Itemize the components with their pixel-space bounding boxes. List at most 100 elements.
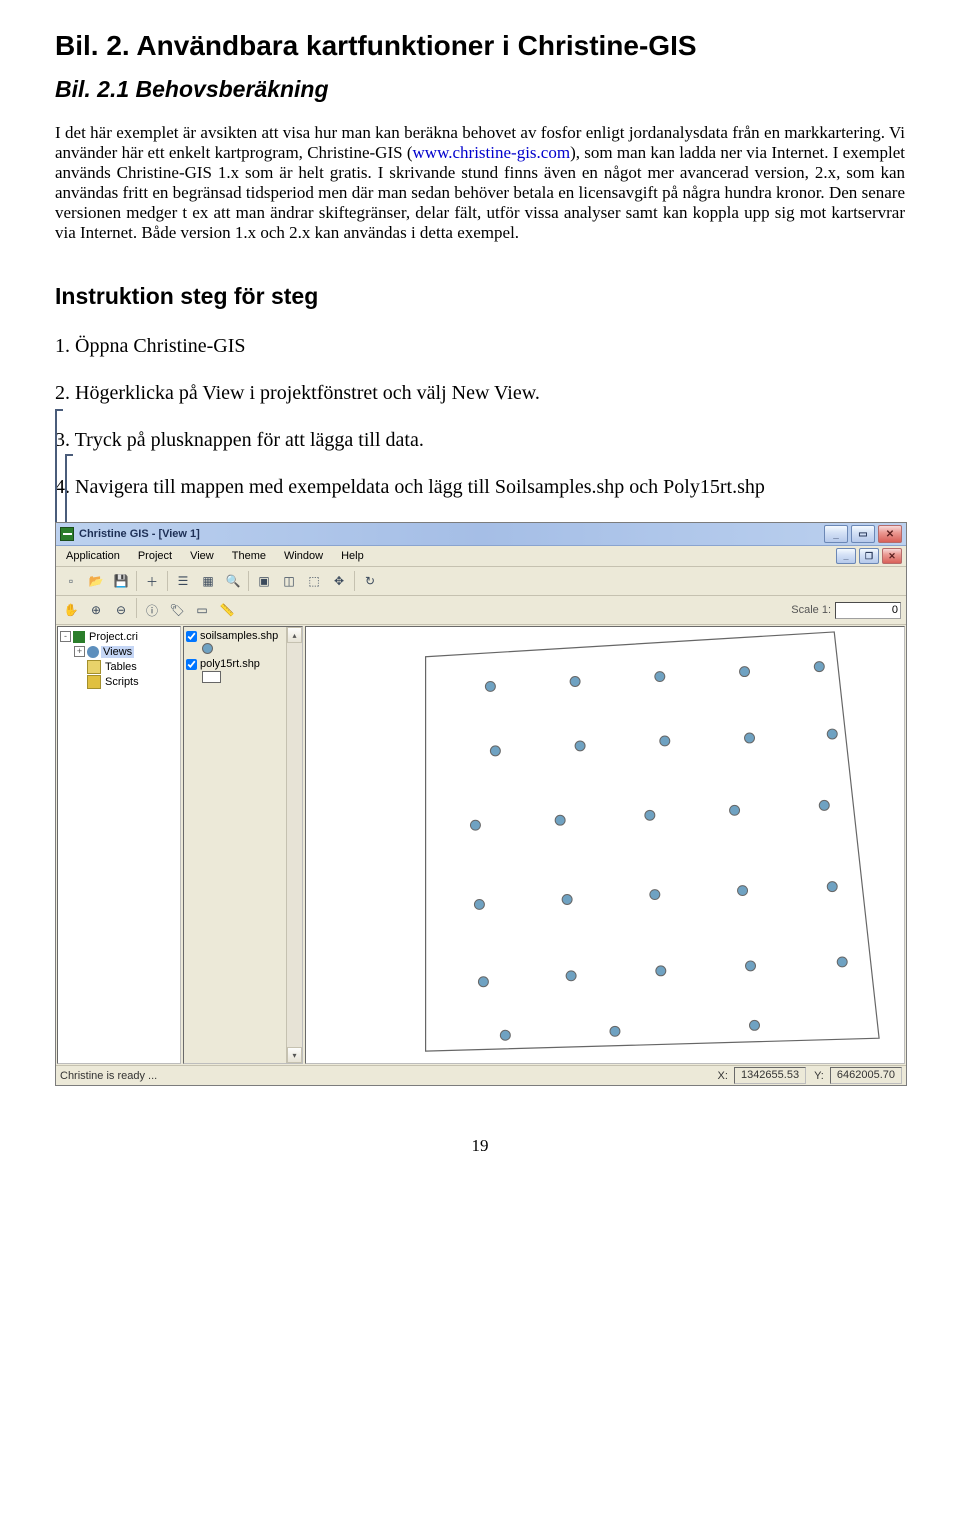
zoom-active-icon[interactable]: ◫: [277, 569, 301, 593]
coord-x-value: 1342655.53: [734, 1067, 806, 1084]
soil-sample-point[interactable]: [570, 677, 580, 687]
zoom-out-icon[interactable]: ⊖: [109, 598, 133, 622]
tree-label: Project.cri: [87, 631, 140, 643]
mdi-close-button[interactable]: ✕: [882, 548, 902, 564]
soil-sample-point[interactable]: [827, 882, 837, 892]
step-3: 3. Tryck på plusknappen för att lägga ti…: [55, 428, 905, 453]
collapse-icon[interactable]: -: [60, 631, 71, 642]
titlebar[interactable]: Christine GIS - [View 1] _ ▭ ✕: [56, 523, 906, 546]
soil-sample-point[interactable]: [656, 966, 666, 976]
zoom-sel-icon[interactable]: ⬚: [302, 569, 326, 593]
menu-window[interactable]: Window: [276, 548, 331, 564]
point-symbol-icon: [202, 643, 213, 654]
tree-scripts[interactable]: Scripts: [74, 674, 178, 689]
soil-sample-point[interactable]: [610, 1027, 620, 1037]
measure-icon[interactable]: 📏: [215, 598, 239, 622]
window-title: Christine GIS - [View 1]: [79, 528, 824, 540]
zoom-full-icon[interactable]: ▣: [252, 569, 276, 593]
save-icon[interactable]: 💾: [109, 569, 133, 593]
layer-visibility-checkbox[interactable]: [186, 659, 197, 670]
pan-icon[interactable]: ✋: [59, 598, 83, 622]
layer-label: soilsamples.shp: [200, 630, 278, 642]
minimize-button[interactable]: _: [824, 525, 848, 543]
toc-scrollbar[interactable]: ▴ ▾: [286, 627, 302, 1063]
map-canvas[interactable]: [305, 626, 905, 1064]
soil-sample-point[interactable]: [745, 733, 755, 743]
open-icon[interactable]: 📂: [84, 569, 108, 593]
section-title: Instruktion steg för steg: [55, 283, 905, 310]
extent-icon[interactable]: ✥: [327, 569, 351, 593]
soil-sample-point[interactable]: [730, 806, 740, 816]
soil-sample-point[interactable]: [738, 886, 748, 896]
table-icon[interactable]: ▦: [196, 569, 220, 593]
toolbar-separator: [136, 571, 137, 591]
coord-y-label: Y:: [814, 1070, 824, 1082]
scale-label: Scale 1:: [791, 604, 831, 616]
soil-sample-point[interactable]: [650, 890, 660, 900]
menu-project[interactable]: Project: [130, 548, 180, 564]
toc-layer-soilsamples[interactable]: soilsamples.shp: [186, 630, 300, 654]
add-layer-icon[interactable]: ＋: [140, 569, 164, 593]
toolbar-separator: [136, 598, 137, 618]
refresh-icon[interactable]: ↻: [358, 569, 382, 593]
soil-sample-point[interactable]: [490, 746, 500, 756]
soil-sample-point[interactable]: [750, 1021, 760, 1031]
layer-visibility-checkbox[interactable]: [186, 631, 197, 642]
maximize-button[interactable]: ▭: [851, 525, 875, 543]
toc-layer-poly15rt[interactable]: poly15rt.shp: [186, 658, 300, 683]
soil-sample-point[interactable]: [827, 729, 837, 739]
find-icon[interactable]: 🔍: [221, 569, 245, 593]
tree-label: Scripts: [103, 676, 141, 688]
expand-icon[interactable]: +: [74, 646, 85, 657]
soil-sample-point[interactable]: [655, 672, 665, 682]
tree-label: Tables: [103, 661, 139, 673]
label-icon[interactable]: 🏷: [165, 598, 189, 622]
soil-sample-point[interactable]: [566, 971, 576, 981]
mdi-minimize-button[interactable]: _: [836, 548, 856, 564]
scroll-down-icon[interactable]: ▾: [287, 1047, 302, 1063]
soil-sample-point[interactable]: [814, 662, 824, 672]
tree-views[interactable]: + Views: [74, 644, 178, 659]
map-svg: [306, 627, 904, 1063]
statusbar: Christine is ready ... X: 1342655.53 Y: …: [56, 1065, 906, 1085]
soil-sample-point[interactable]: [740, 667, 750, 677]
mdi-restore-button[interactable]: ❐: [859, 548, 879, 564]
soil-sample-point[interactable]: [645, 811, 655, 821]
soil-sample-point[interactable]: [575, 741, 585, 751]
zoom-in-icon[interactable]: ⊕: [84, 598, 108, 622]
scripts-icon: [87, 675, 101, 689]
christine-gis-link[interactable]: www.christine-gis.com: [413, 143, 571, 162]
tree-tables[interactable]: Tables: [74, 659, 178, 674]
soil-sample-point[interactable]: [555, 816, 565, 826]
toolbar-main: ▫📂💾 ＋ ☰▦🔍 ▣◫⬚✥ ↻: [56, 567, 906, 596]
soil-sample-point[interactable]: [562, 895, 572, 905]
new-icon[interactable]: ▫: [59, 569, 83, 593]
menu-application[interactable]: Application: [58, 548, 128, 564]
menu-help[interactable]: Help: [333, 548, 372, 564]
toolbar-separator: [248, 571, 249, 591]
select-icon[interactable]: ▭: [190, 598, 214, 622]
coord-x-label: X:: [718, 1070, 728, 1082]
project-icon: [73, 631, 85, 643]
soil-sample-point[interactable]: [474, 900, 484, 910]
project-tree-panel: - Project.cri + Views Tables: [57, 626, 181, 1064]
identify-icon[interactable]: ⓘ: [140, 598, 164, 622]
soil-sample-point[interactable]: [819, 801, 829, 811]
tree-label: Views: [101, 646, 134, 658]
soil-sample-point[interactable]: [660, 736, 670, 746]
props-icon[interactable]: ☰: [171, 569, 195, 593]
scale-input[interactable]: [835, 602, 901, 619]
close-button[interactable]: ✕: [878, 525, 902, 543]
soil-sample-point[interactable]: [500, 1031, 510, 1041]
soil-sample-point[interactable]: [485, 682, 495, 692]
menu-theme[interactable]: Theme: [224, 548, 274, 564]
soil-sample-point[interactable]: [470, 821, 480, 831]
soil-sample-point[interactable]: [478, 977, 488, 987]
tree-project[interactable]: - Project.cri: [60, 629, 178, 644]
scroll-up-icon[interactable]: ▴: [287, 627, 302, 643]
menu-view[interactable]: View: [182, 548, 222, 564]
soil-sample-point[interactable]: [746, 961, 756, 971]
soil-sample-point[interactable]: [837, 957, 847, 967]
coord-y-value: 6462005.70: [830, 1067, 902, 1084]
page-subtitle: Bil. 2.1 Behovsberäkning: [55, 76, 905, 103]
